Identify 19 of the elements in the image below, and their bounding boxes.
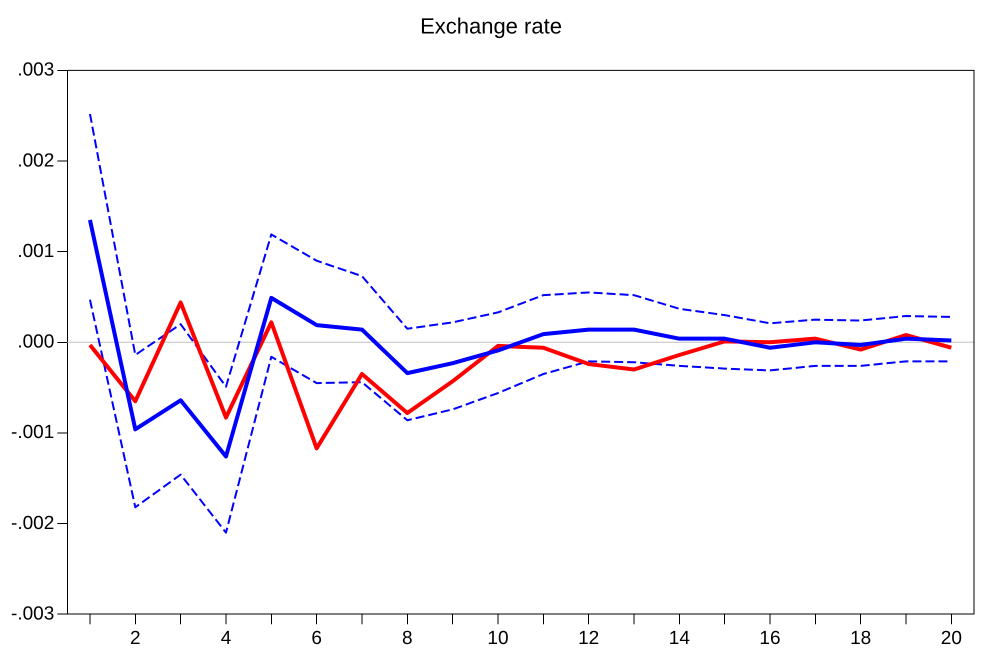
x-tick-label: 18 bbox=[850, 628, 872, 649]
y-tick-label: .003 bbox=[17, 60, 54, 81]
y-tick-label: .000 bbox=[17, 332, 54, 353]
x-tick-label: 20 bbox=[940, 628, 962, 649]
x-tick-label: 8 bbox=[402, 628, 413, 649]
y-tick-label: .002 bbox=[17, 150, 54, 172]
x-tick-label: 14 bbox=[668, 628, 690, 649]
y-tick-label: -.002 bbox=[10, 512, 54, 534]
y-tick-label: -.003 bbox=[10, 603, 54, 624]
y-tick-label: -.001 bbox=[10, 422, 54, 444]
x-tick-label: 10 bbox=[487, 628, 509, 649]
chart-title: Exchange rate bbox=[420, 13, 562, 38]
y-tick-label: .001 bbox=[17, 240, 54, 262]
x-tick-label: 4 bbox=[220, 628, 232, 649]
x-tick-label: 16 bbox=[759, 628, 781, 649]
line-series bbox=[88, 112, 952, 388]
x-tick-label: 2 bbox=[130, 628, 141, 649]
x-tick-label: 6 bbox=[311, 628, 322, 649]
x-tick-label: 12 bbox=[578, 628, 600, 649]
